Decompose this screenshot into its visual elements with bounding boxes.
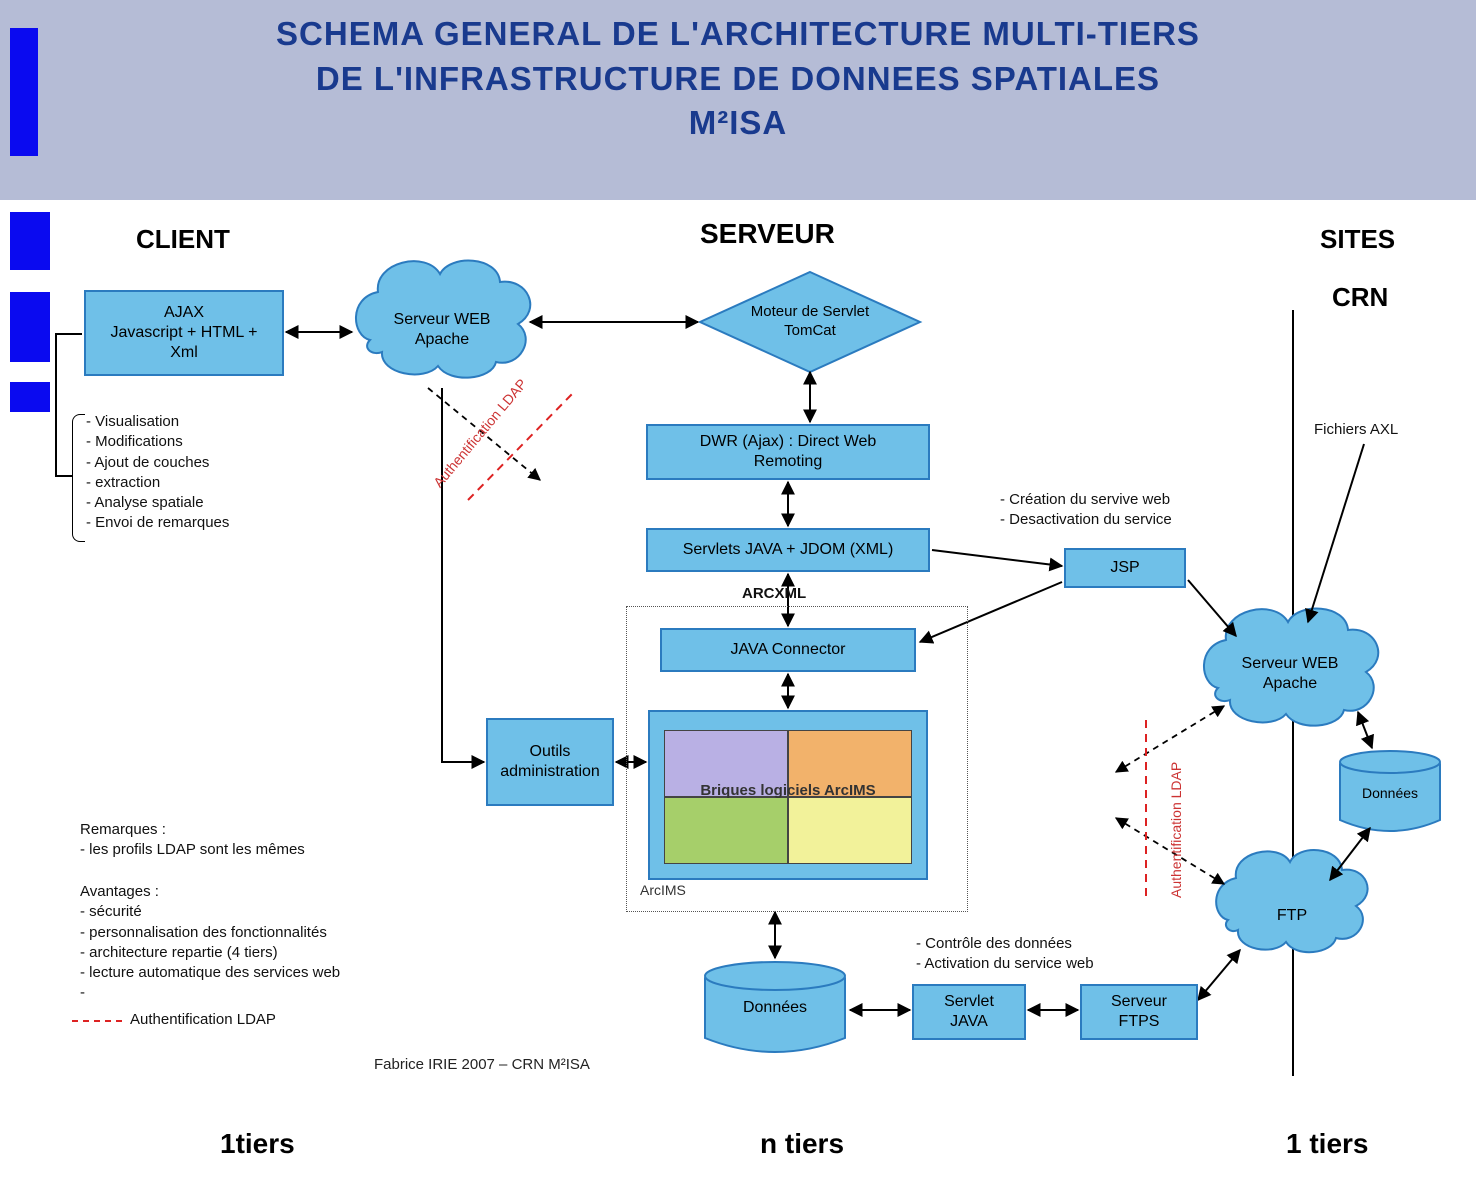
- node-ajax: AJAXJavascript + HTML +Xml: [84, 290, 284, 376]
- puzzle-pieces: Briques logiciels ArcIMS: [664, 730, 912, 864]
- list-item: - Activation du service web: [916, 954, 1094, 974]
- list-item: - personnalisation des fonctionnalités: [80, 923, 340, 943]
- tier-left: 1tiers: [220, 1128, 295, 1160]
- ldap-label-2: Authentification LDAP: [1168, 762, 1184, 898]
- puzzle-caption: Briques logiciels ArcIMS: [664, 782, 912, 799]
- node-jsp: JSP: [1064, 548, 1186, 588]
- list-item: - Analyse spatiale: [86, 493, 229, 513]
- list-item: - Visualisation: [86, 412, 229, 432]
- side-tab: [10, 382, 50, 412]
- list-item: - Desactivation du service: [1000, 510, 1172, 530]
- list-item: - lecture automatique des services web: [80, 963, 340, 983]
- list-item: - architecture repartie (4 tiers): [80, 943, 340, 963]
- tier-middle: n tiers: [760, 1128, 844, 1160]
- node-dwr: DWR (Ajax) : Direct WebRemoting: [646, 424, 930, 480]
- ldap-label-1: Authentification LDAP: [430, 376, 530, 491]
- node-apache2-label: Serveur WEBApache: [1220, 646, 1360, 702]
- fichiers-axl: Fichiers AXL: [1314, 420, 1398, 440]
- node-ftps: ServeurFTPS: [1080, 984, 1198, 1040]
- puzzle-piece-4: [788, 797, 912, 864]
- list-item: - sécurité: [80, 902, 340, 922]
- section-sites: SITES: [1320, 224, 1395, 255]
- puzzle-piece-3: [664, 797, 788, 864]
- client-features: - Visualisation - Modifications - Ajout …: [86, 412, 229, 534]
- legend-ldap-label: Authentification LDAP: [130, 1010, 276, 1030]
- node-ftp-label: FTP: [1244, 896, 1340, 936]
- list-item: - Ajout de couches: [86, 453, 229, 473]
- servlet-notes: - Contrôle des données - Activation du s…: [916, 934, 1094, 975]
- remarques-block: Remarques : - les profils LDAP sont les …: [80, 820, 305, 861]
- list-item: - Création du servive web: [1000, 490, 1172, 510]
- title-line-1: SCHEMA GENERAL DE L'ARCHITECTURE MULTI-T…: [276, 15, 1200, 52]
- node-apache1-label: Serveur WEBApache: [372, 300, 512, 360]
- side-tab: [10, 212, 50, 270]
- client-brace: [72, 414, 85, 542]
- legend-ldap-dash: [72, 1020, 122, 1022]
- diagram-title: SCHEMA GENERAL DE L'ARCHITECTURE MULTI-T…: [0, 12, 1476, 146]
- node-javaconnector: JAVA Connector: [660, 628, 916, 672]
- title-line-3: M²ISA: [689, 104, 788, 141]
- list-item: - les profils LDAP sont les mêmes: [80, 840, 305, 860]
- avantages-title: Avantages :: [80, 882, 340, 902]
- avantages-block: Avantages : - sécurité - personnalisatio…: [80, 882, 340, 1004]
- credit: Fabrice IRIE 2007 – CRN M²ISA: [374, 1056, 590, 1073]
- node-servlets: Servlets JAVA + JDOM (XML): [646, 528, 930, 572]
- remarques-title: Remarques :: [80, 820, 305, 840]
- node-donnees2-label: Données: [1346, 780, 1434, 808]
- diagram-stage: SCHEMA GENERAL DE L'ARCHITECTURE MULTI-T…: [0, 0, 1476, 1185]
- side-tab: [10, 292, 50, 362]
- list-item: - Modifications: [86, 432, 229, 452]
- section-client: CLIENT: [136, 224, 230, 255]
- node-tomcat-label: Moteur de ServletTomCat: [720, 300, 900, 344]
- section-crn: CRN: [1332, 282, 1388, 313]
- node-servletjava: ServletJAVA: [912, 984, 1026, 1040]
- title-line-2: DE L'INFRASTRUCTURE DE DONNEES SPATIALES: [316, 60, 1160, 97]
- arcxml-label: ARCXML: [742, 584, 806, 604]
- node-outils: Outilsadministration: [486, 718, 614, 806]
- section-serveur: SERVEUR: [700, 218, 835, 250]
- list-item: - extraction: [86, 473, 229, 493]
- node-donnees1-label: Données: [712, 992, 838, 1024]
- list-item: -: [80, 983, 340, 1003]
- list-item: - Contrôle des données: [916, 934, 1094, 954]
- jsp-notes: - Création du servive web - Desactivatio…: [1000, 490, 1172, 531]
- arcims-container-label: ArcIMS: [640, 882, 686, 898]
- list-item: - Envoi de remarques: [86, 513, 229, 533]
- side-tab: [10, 28, 38, 156]
- node-ajax-label: AJAXJavascript + HTML +Xml: [110, 303, 257, 363]
- tier-right: 1 tiers: [1286, 1128, 1369, 1160]
